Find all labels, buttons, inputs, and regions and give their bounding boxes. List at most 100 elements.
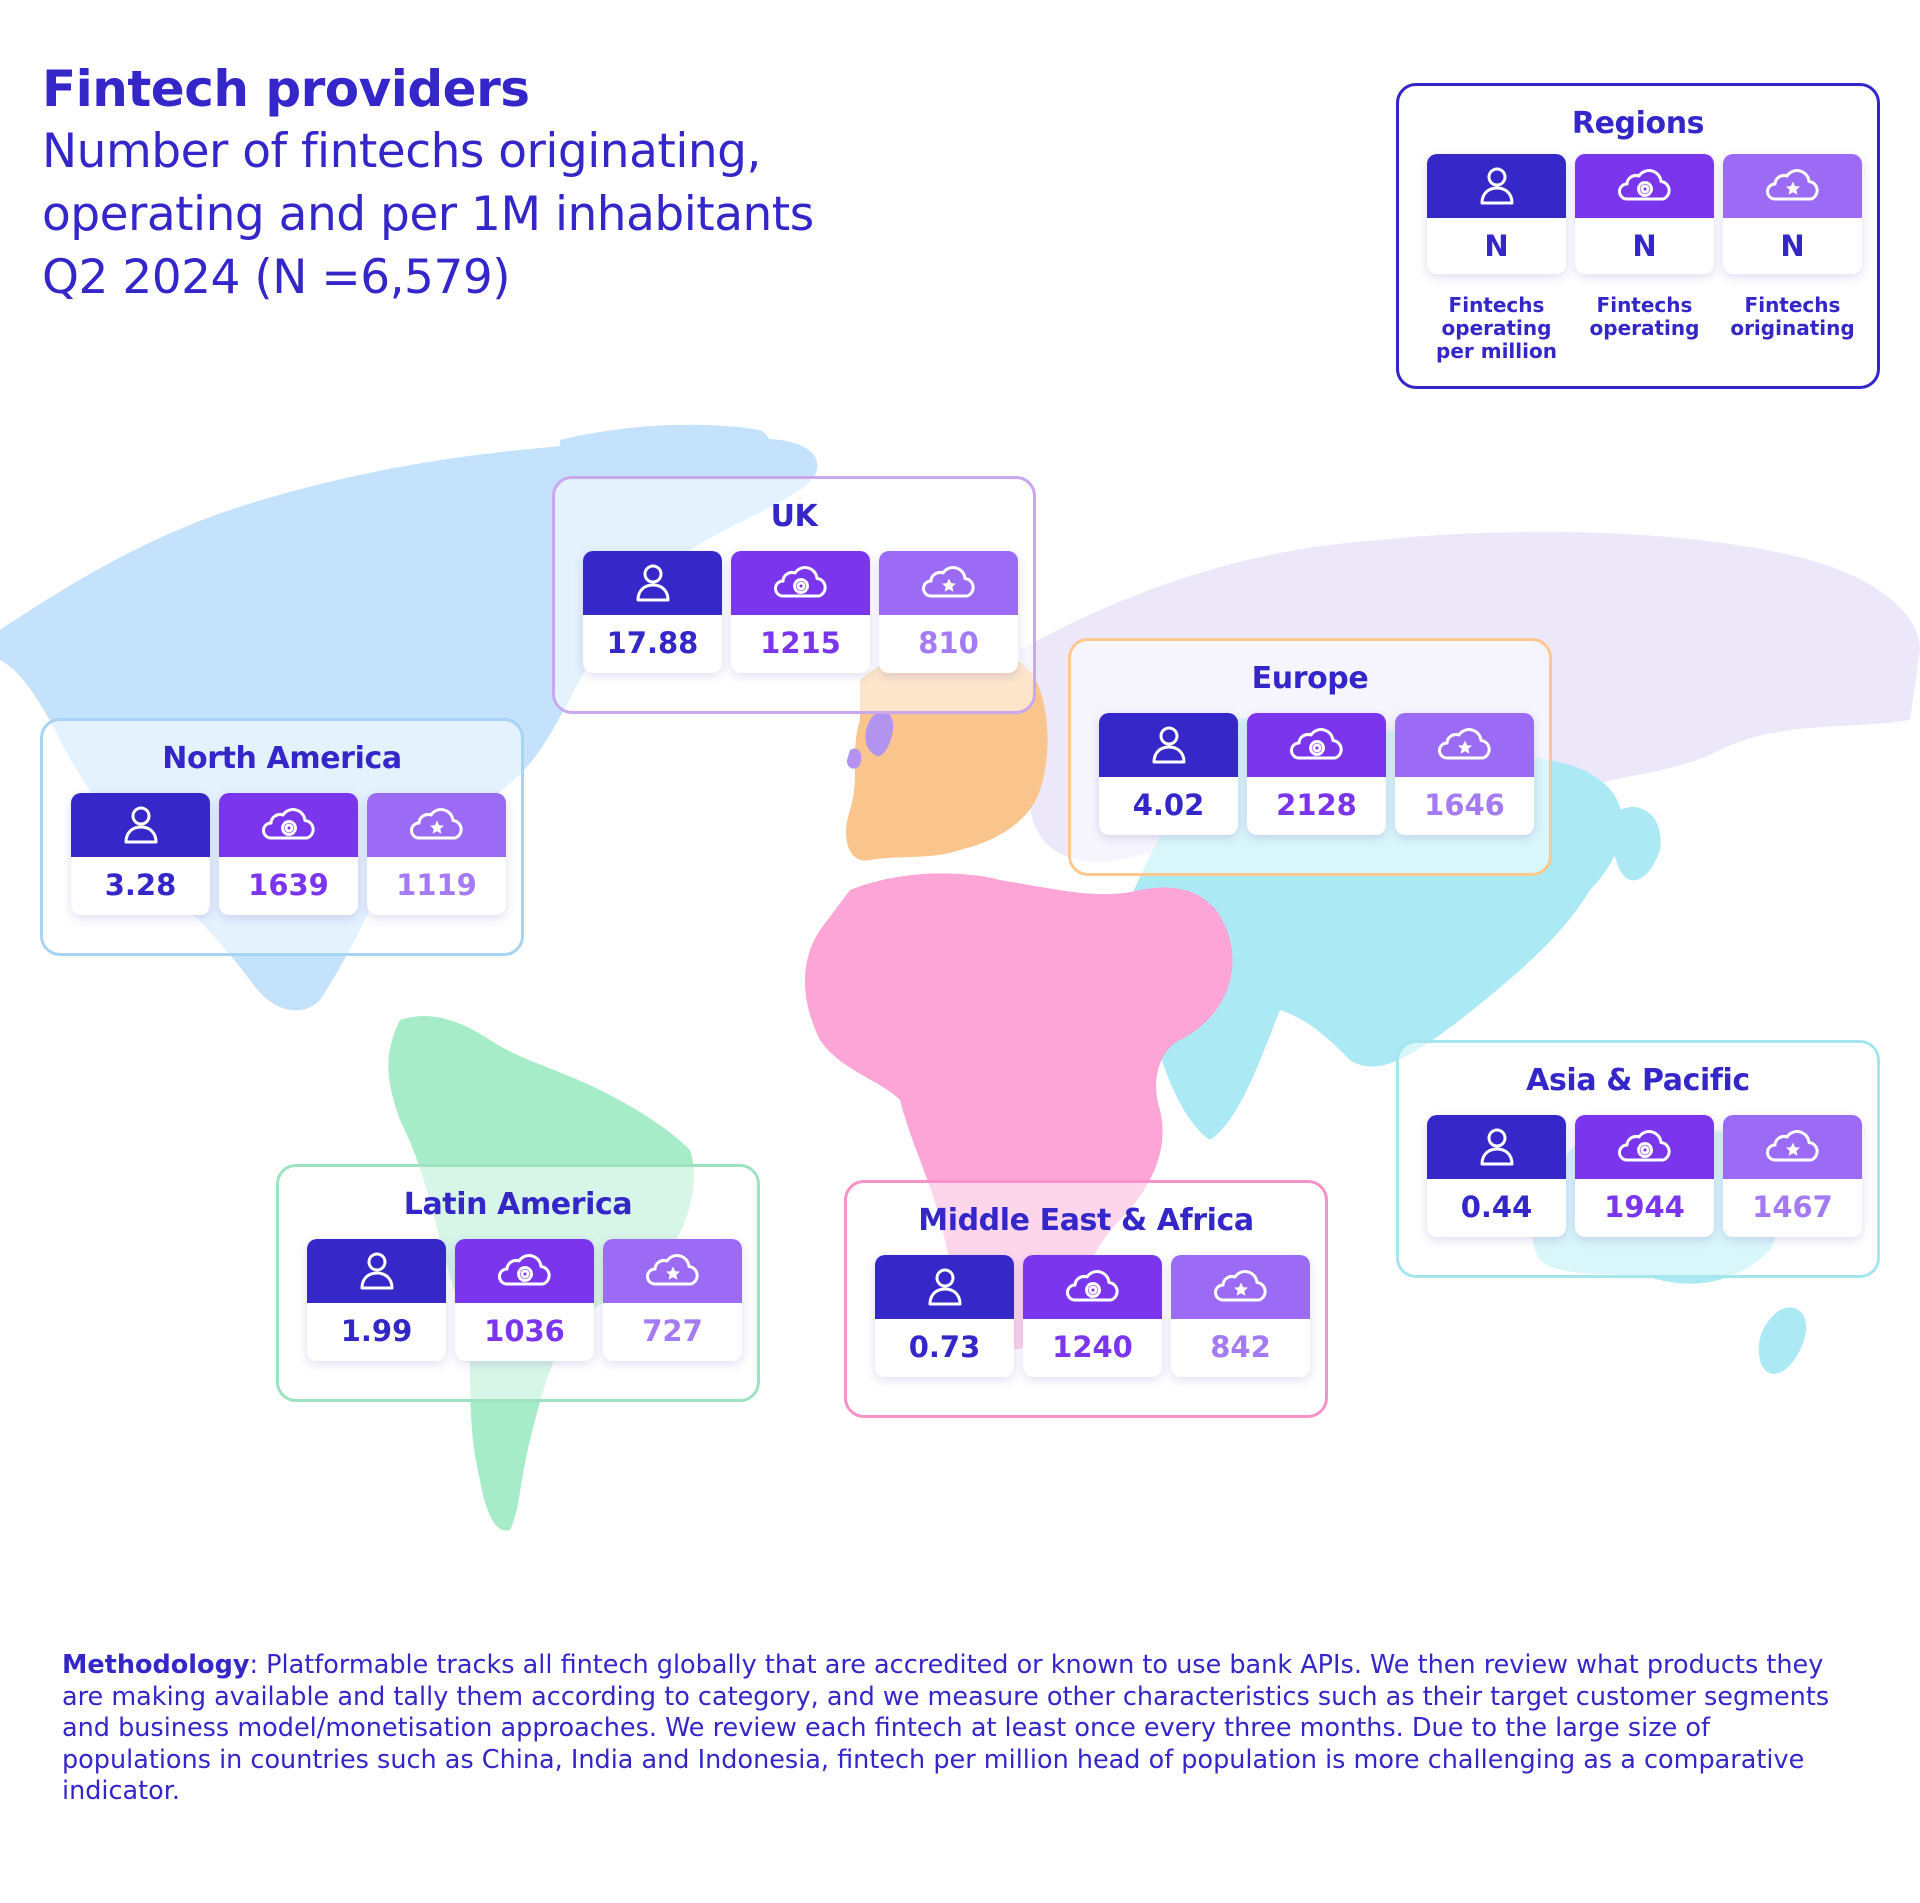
- page-subtitle-line: Number of fintechs originating,: [42, 124, 761, 179]
- region-name: Middle East & Africa: [918, 1203, 1254, 1238]
- stat-value: 1215: [760, 626, 841, 660]
- methodology-note: Methodology: Platformable tracks all fin…: [62, 1650, 1862, 1808]
- legend-placeholder: N: [1484, 229, 1509, 263]
- cloud-star-icon: [409, 808, 463, 840]
- map-region-middle-east-africa[interactable]: [805, 873, 1233, 1351]
- stat-originating: 1646: [1395, 713, 1534, 835]
- cloud-gear-icon: [1617, 1130, 1671, 1162]
- region-card-asia-pacific: Asia & Pacific 0.44 1944 1467: [1396, 1040, 1880, 1278]
- stat-operating: 1215: [731, 551, 870, 673]
- stat-originating: 1467: [1723, 1115, 1862, 1237]
- stat-value: 17.88: [606, 626, 699, 660]
- legend-label-line: Fintechs: [1744, 293, 1841, 317]
- legend-key-originating: N: [1723, 154, 1862, 274]
- stat-originating: 727: [603, 1239, 742, 1361]
- region-name: Latin America: [403, 1187, 633, 1222]
- stat-value: 842: [1210, 1330, 1271, 1364]
- cloud-gear-icon: [1617, 169, 1671, 201]
- stat-value: 3.28: [104, 868, 177, 902]
- cloud-gear-icon: [1289, 728, 1343, 760]
- cloud-star-icon: [1765, 169, 1819, 201]
- stat-value: 1646: [1424, 788, 1505, 822]
- legend-key-per-million: N: [1427, 154, 1566, 274]
- legend-label-line: Fintechs: [1448, 293, 1545, 317]
- stat-per-million: 0.44: [1427, 1115, 1566, 1237]
- stat-operating: 1036: [455, 1239, 594, 1361]
- stat-per-million: 0.73: [875, 1255, 1014, 1377]
- cloud-gear-icon: [261, 808, 315, 840]
- region-name: Europe: [1251, 661, 1369, 696]
- legend-label-line: originating: [1730, 316, 1855, 340]
- cloud-star-icon: [1765, 1130, 1819, 1162]
- region-name: UK: [770, 499, 818, 534]
- legend-label-operating: Fintechs operating: [1575, 294, 1714, 340]
- legend-label-originating: Fintechs originating: [1723, 294, 1862, 340]
- person-icon: [360, 1252, 393, 1290]
- stat-value: 810: [918, 626, 979, 660]
- stat-header: [1723, 154, 1862, 218]
- stat-per-million: 3.28: [71, 793, 210, 915]
- stat-value: 1.99: [340, 1314, 413, 1348]
- stat-header: [879, 551, 1018, 615]
- region-card-latin-america: Latin America 1.99 1036 727: [276, 1164, 760, 1402]
- stat-value: 1119: [396, 868, 477, 902]
- person-icon: [928, 1268, 961, 1306]
- page-title: Fintech providers: [42, 60, 530, 118]
- legend-label-per-million: Fintechs operating per million: [1427, 294, 1566, 363]
- stat-value: 0.73: [908, 1330, 981, 1364]
- page-subtitle-line: operating and per 1M inhabitants: [42, 187, 814, 242]
- cloud-star-icon: [1213, 1270, 1267, 1302]
- stat-operating: 2128: [1247, 713, 1386, 835]
- stat-header: [1427, 1115, 1566, 1179]
- stat-value: 1240: [1052, 1330, 1133, 1364]
- person-icon: [636, 564, 669, 602]
- cloud-gear-icon: [773, 566, 827, 598]
- stat-header: [731, 551, 870, 615]
- stat-value: 4.02: [1132, 788, 1205, 822]
- cloud-gear-icon: [497, 1254, 551, 1286]
- stat-value: 2128: [1276, 788, 1357, 822]
- stat-header: [1099, 713, 1238, 777]
- stat-value: 1036: [484, 1314, 565, 1348]
- legend: Regions N N N Fintechs operating per mil…: [1396, 83, 1880, 389]
- cloud-gear-icon: [1065, 1270, 1119, 1302]
- stat-header: [455, 1239, 594, 1303]
- stat-header: [1023, 1255, 1162, 1319]
- cloud-star-icon: [921, 566, 975, 598]
- region-card-middle-east-africa: Middle East & Africa 0.73 1240 842: [844, 1180, 1328, 1418]
- page-subtitle-line: Q2 2024 (N =6,579): [42, 250, 511, 305]
- stat-header: [1575, 154, 1714, 218]
- stat-header: [875, 1255, 1014, 1319]
- person-icon: [1480, 1128, 1513, 1166]
- legend-label-line: per million: [1436, 339, 1557, 363]
- stat-header: [307, 1239, 446, 1303]
- stat-operating: 1240: [1023, 1255, 1162, 1377]
- stat-per-million: 1.99: [307, 1239, 446, 1361]
- methodology-label: Methodology: [62, 1650, 250, 1680]
- stat-header: [367, 793, 506, 857]
- stat-value: 1944: [1604, 1190, 1685, 1224]
- legend-label-line: operating: [1589, 316, 1700, 340]
- stat-header: [219, 793, 358, 857]
- stat-header: [1171, 1255, 1310, 1319]
- region-card-uk: UK 17.88 1215 810: [552, 476, 1036, 714]
- stat-originating: 1119: [367, 793, 506, 915]
- stat-per-million: 17.88: [583, 551, 722, 673]
- stat-header: [1247, 713, 1386, 777]
- stat-header: [1723, 1115, 1862, 1179]
- stat-operating: 1639: [219, 793, 358, 915]
- map-region-uk[interactable]: [846, 711, 894, 769]
- person-icon: [1480, 167, 1513, 205]
- stat-value: 727: [642, 1314, 703, 1348]
- stat-header: [1575, 1115, 1714, 1179]
- legend-label-line: Fintechs: [1596, 293, 1693, 317]
- cloud-star-icon: [645, 1254, 699, 1286]
- legend-title: Regions: [1571, 106, 1705, 141]
- methodology-text: : Platformable tracks all fintech global…: [62, 1650, 1830, 1806]
- legend-placeholder: N: [1632, 229, 1657, 263]
- stat-originating: 810: [879, 551, 1018, 673]
- region-name: Asia & Pacific: [1526, 1063, 1750, 1098]
- stat-per-million: 4.02: [1099, 713, 1238, 835]
- region-card-north-america: North America 3.28 1639 1119: [40, 718, 524, 956]
